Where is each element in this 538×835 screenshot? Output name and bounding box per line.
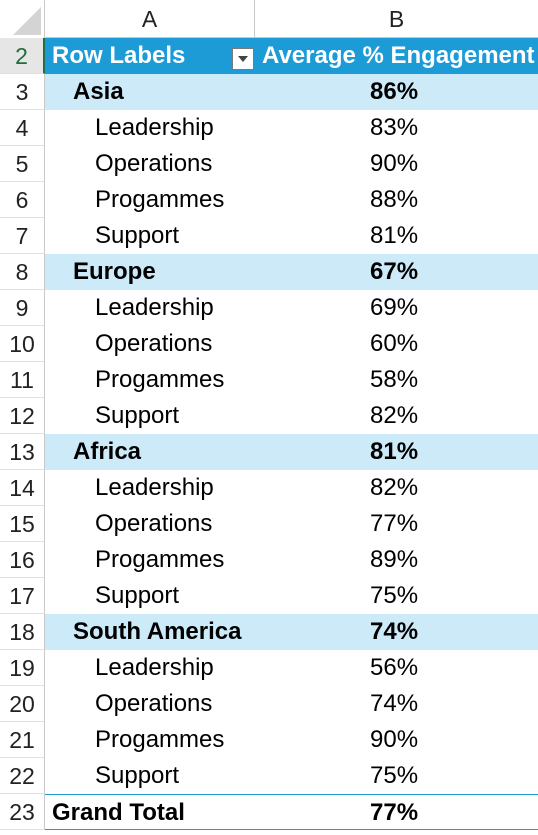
pivot-header-row: Row Labels Average % Engagement bbox=[45, 38, 538, 74]
item-label: Operations bbox=[95, 150, 213, 177]
item-label: Operations bbox=[95, 330, 213, 357]
region-label: South America bbox=[73, 618, 242, 645]
column-header-a[interactable]: A bbox=[45, 0, 255, 38]
grand-total-row[interactable]: Grand Total 77% bbox=[45, 794, 538, 830]
pivot-item-row[interactable]: Operations 90% bbox=[45, 146, 538, 182]
item-value: 89% bbox=[370, 546, 419, 573]
pivot-item-row[interactable]: Support 81% bbox=[45, 218, 538, 254]
pivot-item-row[interactable]: Progammes 88% bbox=[45, 182, 538, 218]
row-number[interactable]: 18 bbox=[0, 614, 45, 650]
item-value: 90% bbox=[370, 150, 419, 177]
item-label: Progammes bbox=[95, 726, 225, 753]
pivot-item-row[interactable]: Support 82% bbox=[45, 398, 538, 434]
item-label: Leadership bbox=[95, 474, 214, 501]
item-value: 90% bbox=[370, 726, 419, 753]
region-value: 67% bbox=[370, 258, 419, 285]
grand-total-value: 77% bbox=[370, 799, 419, 826]
row-labels-header[interactable]: Row Labels bbox=[52, 42, 186, 69]
row-number[interactable]: 17 bbox=[0, 578, 45, 614]
pivot-item-row[interactable]: Support 75% bbox=[45, 758, 538, 794]
item-value: 77% bbox=[370, 510, 419, 537]
row-number[interactable]: 2 bbox=[0, 38, 45, 74]
item-label: Support bbox=[95, 582, 180, 609]
row-number[interactable]: 10 bbox=[0, 326, 45, 362]
row-number[interactable]: 19 bbox=[0, 650, 45, 686]
select-all-triangle-icon bbox=[13, 7, 41, 35]
grand-total-label: Grand Total bbox=[52, 799, 185, 826]
item-label: Progammes bbox=[95, 546, 225, 573]
filter-dropdown-icon bbox=[238, 56, 248, 62]
row-number[interactable]: 21 bbox=[0, 722, 45, 758]
pivot-item-row[interactable]: Leadership 82% bbox=[45, 470, 538, 506]
item-label: Support bbox=[95, 222, 180, 249]
item-value: 83% bbox=[370, 114, 419, 141]
region-value: 86% bbox=[370, 78, 419, 105]
region-label: Asia bbox=[73, 78, 124, 105]
row-number[interactable]: 14 bbox=[0, 470, 45, 506]
region-label: Africa bbox=[73, 438, 142, 465]
region-value: 74% bbox=[370, 618, 419, 645]
row-number[interactable]: 5 bbox=[0, 146, 45, 182]
row-number[interactable]: 7 bbox=[0, 218, 45, 254]
item-value: 58% bbox=[370, 366, 419, 393]
row-number[interactable]: 13 bbox=[0, 434, 45, 470]
pivot-item-row[interactable]: Leadership 69% bbox=[45, 290, 538, 326]
column-header-b[interactable]: B bbox=[388, 6, 405, 32]
pivot-item-row[interactable]: Operations 60% bbox=[45, 326, 538, 362]
row-number[interactable]: 8 bbox=[0, 254, 45, 290]
item-value: 88% bbox=[370, 186, 419, 213]
item-label: Operations bbox=[95, 690, 213, 717]
item-value: 82% bbox=[370, 474, 419, 501]
row-number[interactable]: 15 bbox=[0, 506, 45, 542]
item-label: Leadership bbox=[95, 654, 214, 681]
column-header-bar: A B bbox=[0, 0, 538, 38]
select-all-button[interactable] bbox=[0, 0, 45, 38]
pivot-item-row[interactable]: Progammes 58% bbox=[45, 362, 538, 398]
item-value: 81% bbox=[370, 222, 419, 249]
item-value: 56% bbox=[370, 654, 419, 681]
region-value: 81% bbox=[370, 438, 419, 465]
item-label: Progammes bbox=[95, 186, 225, 213]
row-labels-filter-button[interactable] bbox=[232, 48, 254, 70]
item-value: 74% bbox=[370, 690, 419, 717]
item-label: Leadership bbox=[95, 114, 214, 141]
item-label: Support bbox=[95, 762, 180, 789]
row-number[interactable]: 3 bbox=[0, 74, 45, 110]
row-number-gutter: 2 3 4 5 6 7 8 9 10 11 12 13 14 15 16 17 18 19 20 21 22 23 bbox=[0, 38, 45, 830]
row-number[interactable]: 4 bbox=[0, 110, 45, 146]
pivot-region-row[interactable]: Europe 67% bbox=[45, 254, 538, 290]
row-number[interactable]: 23 bbox=[0, 794, 45, 830]
item-value: 82% bbox=[370, 402, 419, 429]
pivot-region-row[interactable]: South America 74% bbox=[45, 614, 538, 650]
pivot-table: Row Labels Average % Engagement Asia 86% L… bbox=[45, 38, 538, 830]
pivot-region-row[interactable]: Asia 86% bbox=[45, 74, 538, 110]
row-number[interactable]: 11 bbox=[0, 362, 45, 398]
item-label: Leadership bbox=[95, 294, 214, 321]
row-number[interactable]: 9 bbox=[0, 290, 45, 326]
region-label: Europe bbox=[73, 258, 156, 285]
row-number[interactable]: 16 bbox=[0, 542, 45, 578]
item-value: 75% bbox=[370, 762, 419, 789]
value-header[interactable]: Average % Engagement bbox=[262, 42, 535, 69]
item-label: Operations bbox=[95, 510, 213, 537]
row-number[interactable]: 22 bbox=[0, 758, 45, 794]
row-number[interactable]: 12 bbox=[0, 398, 45, 434]
item-value: 60% bbox=[370, 330, 419, 357]
item-value: 75% bbox=[370, 582, 419, 609]
pivot-item-row[interactable]: Operations 77% bbox=[45, 506, 538, 542]
row-number[interactable]: 6 bbox=[0, 182, 45, 218]
pivot-item-row[interactable]: Progammes 90% bbox=[45, 722, 538, 758]
pivot-item-row[interactable]: Operations 74% bbox=[45, 686, 538, 722]
item-value: 69% bbox=[370, 294, 419, 321]
pivot-item-row[interactable]: Support 75% bbox=[45, 578, 538, 614]
pivot-item-row[interactable]: Leadership 56% bbox=[45, 650, 538, 686]
pivot-item-row[interactable]: Progammes 89% bbox=[45, 542, 538, 578]
row-number[interactable]: 20 bbox=[0, 686, 45, 722]
pivot-item-row[interactable]: Leadership 83% bbox=[45, 110, 538, 146]
item-label: Progammes bbox=[95, 366, 225, 393]
item-label: Support bbox=[95, 402, 180, 429]
pivot-region-row[interactable]: Africa 81% bbox=[45, 434, 538, 470]
